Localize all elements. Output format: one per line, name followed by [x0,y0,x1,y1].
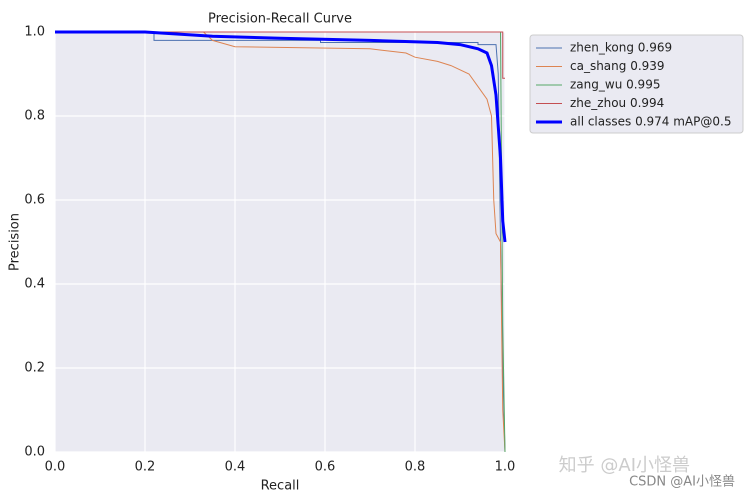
legend-label: all classes 0.974 mAP@0.5 [570,115,731,129]
y-tick-label: 0.6 [24,193,45,208]
y-tick-label: 0.4 [24,277,45,292]
x-axis-label: Recall [261,479,300,494]
x-tick-label: 0.8 [405,460,426,475]
y-tick-label: 0.8 [24,109,45,124]
y-tick-label: 0.2 [24,361,45,376]
legend-label: ca_shang 0.939 [570,59,665,73]
x-tick-label: 0.2 [135,460,156,475]
pr-curve [55,31,506,453]
y-tick-label: 0.0 [24,445,45,460]
y-tick-label: 1.0 [24,25,45,40]
x-tick-label: 0.6 [315,460,336,475]
pr-curve [55,30,507,243]
y-axis-label: Precision [8,213,23,271]
watermark: CSDN @AI小怪兽 [629,475,735,490]
x-tick-label: 1.0 [495,460,516,475]
chart-title: Precision-Recall Curve [208,12,352,27]
legend-label: zhen_kong 0.969 [570,41,672,55]
watermark: 知乎 @AI小怪兽 [559,455,690,476]
legend-box [529,34,744,134]
x-tick-label: 0.0 [45,460,66,475]
legend-label: zhe_zhou 0.994 [570,96,664,110]
x-tick-label: 0.4 [225,460,246,475]
pr-curve [55,31,505,79]
plot-area [55,32,505,452]
legend-label: zang_wu 0.995 [570,78,660,92]
